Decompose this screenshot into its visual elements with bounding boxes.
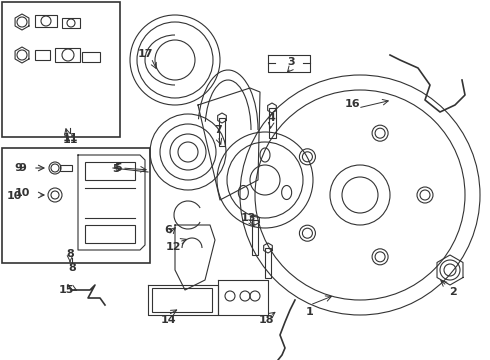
Text: 3: 3 (287, 57, 295, 67)
Text: 8: 8 (68, 263, 76, 273)
Text: 11: 11 (62, 135, 78, 145)
Bar (2, 148, 150, 263)
Text: 10: 10 (6, 191, 22, 201)
Bar (152, 288, 212, 312)
Text: 7: 7 (214, 125, 222, 135)
Bar (2, 2, 120, 137)
Bar (265, 248, 271, 278)
Polygon shape (218, 280, 268, 315)
Bar (252, 220, 258, 255)
Bar (35, 15, 57, 27)
Text: 18: 18 (258, 315, 274, 325)
Text: 14: 14 (160, 315, 176, 325)
Text: 13: 13 (240, 213, 256, 223)
Text: 8: 8 (66, 249, 74, 259)
Text: 9: 9 (18, 163, 26, 173)
Text: 16: 16 (344, 99, 360, 109)
Bar (55, 48, 80, 62)
Bar (219, 118, 225, 146)
Bar (60, 165, 72, 171)
Bar (62, 18, 80, 28)
Text: 6: 6 (164, 225, 172, 235)
Text: 5: 5 (114, 163, 122, 173)
Text: 4: 4 (267, 113, 275, 123)
Text: 9: 9 (14, 163, 22, 173)
Text: 10: 10 (15, 188, 30, 198)
Text: 12: 12 (165, 242, 181, 252)
Bar (269, 108, 276, 138)
Polygon shape (148, 285, 218, 315)
Text: 5: 5 (112, 164, 120, 174)
Bar (85, 225, 135, 243)
Text: 15: 15 (58, 285, 74, 295)
Polygon shape (78, 155, 145, 250)
Text: 1: 1 (306, 307, 314, 317)
Bar (35, 50, 50, 60)
Text: 11: 11 (62, 133, 78, 143)
Text: 2: 2 (449, 287, 457, 297)
Text: 17: 17 (137, 49, 153, 59)
Bar (82, 52, 100, 62)
Bar (85, 162, 135, 180)
Polygon shape (175, 225, 215, 290)
